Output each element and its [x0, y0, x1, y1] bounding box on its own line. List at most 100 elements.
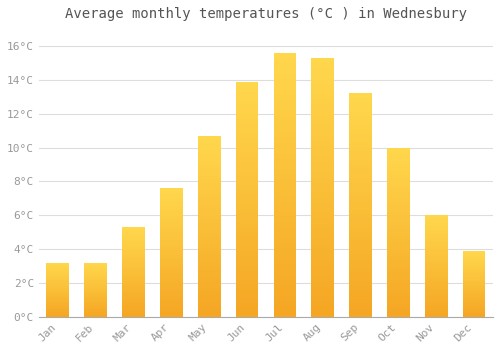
Bar	[198, 237, 220, 241]
Bar	[122, 245, 145, 247]
Bar	[425, 304, 448, 307]
Bar	[349, 165, 372, 169]
Bar	[122, 283, 145, 285]
Bar	[198, 150, 220, 154]
Bar	[160, 252, 182, 255]
Bar	[198, 252, 220, 255]
Bar	[198, 223, 220, 226]
Bar	[312, 177, 334, 182]
Bar	[84, 271, 107, 272]
Bar	[349, 223, 372, 228]
Bar	[46, 297, 69, 299]
Bar	[387, 252, 410, 256]
Bar	[122, 234, 145, 236]
Bar	[312, 250, 334, 255]
Bar	[425, 236, 448, 238]
Bar	[84, 316, 107, 317]
Bar	[387, 212, 410, 215]
Bar	[312, 151, 334, 156]
Bar	[463, 303, 485, 305]
Bar	[274, 180, 296, 185]
Bar	[198, 226, 220, 230]
Bar	[84, 290, 107, 291]
Bar	[122, 297, 145, 299]
Bar	[160, 224, 182, 227]
Bar	[160, 216, 182, 219]
Bar	[387, 286, 410, 290]
Bar	[349, 98, 372, 102]
Bar	[84, 270, 107, 271]
Bar	[425, 266, 448, 268]
Bar	[425, 294, 448, 296]
Bar	[463, 268, 485, 269]
Bar	[46, 270, 69, 271]
Bar	[349, 196, 372, 201]
Bar	[122, 302, 145, 304]
Bar	[236, 228, 258, 232]
Bar	[425, 215, 448, 217]
Bar	[122, 290, 145, 292]
Bar	[463, 315, 485, 317]
Bar	[46, 292, 69, 293]
Bar	[463, 288, 485, 289]
Bar	[274, 232, 296, 238]
Bar	[312, 213, 334, 218]
Bar	[425, 288, 448, 290]
Bar	[198, 161, 220, 164]
Bar	[463, 262, 485, 264]
Bar	[387, 195, 410, 198]
Bar	[46, 268, 69, 269]
Bar	[122, 261, 145, 263]
Bar	[349, 205, 372, 210]
Bar	[425, 307, 448, 309]
Bar	[312, 146, 334, 151]
Bar	[463, 276, 485, 277]
Bar	[425, 286, 448, 288]
Bar	[236, 180, 258, 185]
Bar	[463, 259, 485, 260]
Bar	[463, 273, 485, 274]
Bar	[274, 222, 296, 227]
Bar	[122, 299, 145, 301]
Bar	[160, 268, 182, 271]
Bar	[198, 212, 220, 215]
Bar	[463, 310, 485, 312]
Bar	[387, 256, 410, 259]
Bar	[122, 279, 145, 281]
Bar	[349, 156, 372, 160]
Bar	[312, 167, 334, 172]
Bar	[84, 291, 107, 292]
Bar	[312, 58, 334, 63]
Bar	[425, 276, 448, 278]
Bar	[84, 299, 107, 300]
Bar	[312, 291, 334, 296]
Bar	[236, 195, 258, 199]
Bar	[160, 198, 182, 201]
Bar	[46, 283, 69, 284]
Bar	[84, 288, 107, 289]
Bar	[160, 271, 182, 273]
Bar	[274, 58, 296, 63]
Bar	[274, 106, 296, 111]
Bar	[463, 301, 485, 302]
Bar	[198, 154, 220, 158]
Bar	[463, 265, 485, 267]
Bar	[236, 82, 258, 86]
Bar	[198, 147, 220, 150]
Bar	[84, 306, 107, 307]
Bar	[274, 238, 296, 243]
Bar	[463, 271, 485, 272]
Bar	[236, 161, 258, 166]
Bar	[387, 175, 410, 178]
Bar	[463, 277, 485, 279]
Bar	[46, 271, 69, 272]
Bar	[236, 298, 258, 303]
Bar	[160, 201, 182, 204]
Bar	[312, 156, 334, 161]
Bar	[349, 241, 372, 245]
Bar	[425, 228, 448, 230]
Bar	[122, 263, 145, 265]
Bar	[236, 128, 258, 133]
Bar	[425, 270, 448, 272]
Bar	[160, 219, 182, 222]
